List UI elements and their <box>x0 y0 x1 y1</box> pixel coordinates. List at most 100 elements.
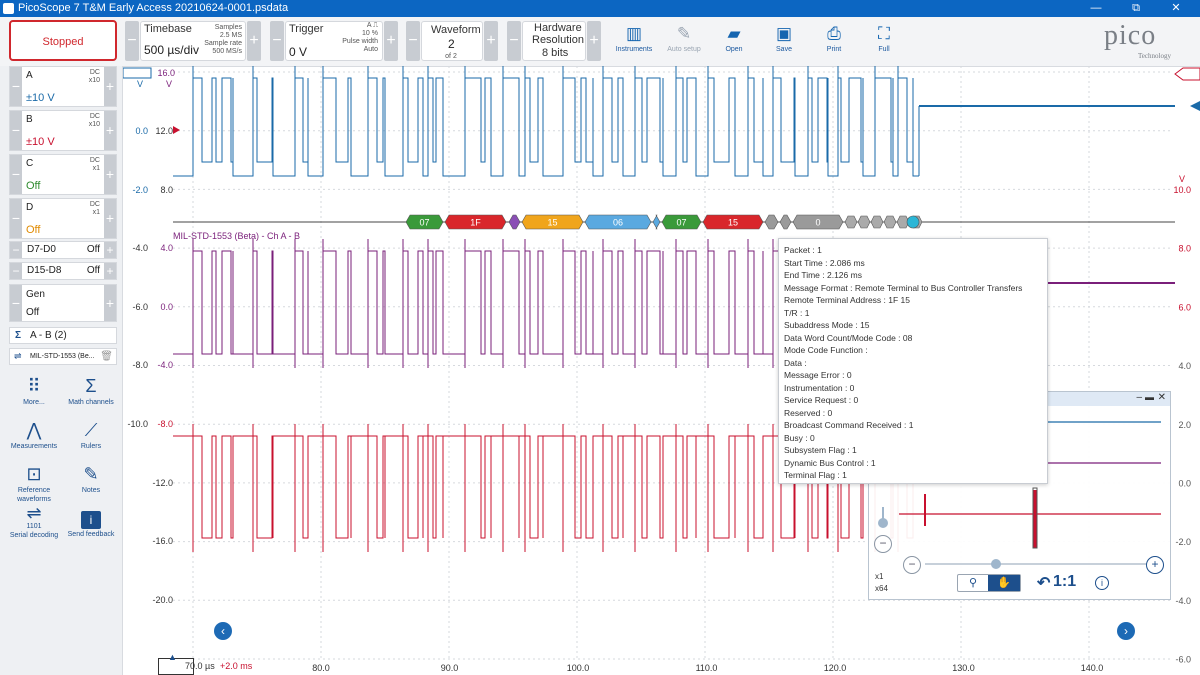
zoom-slider[interactable] <box>925 563 1147 565</box>
serial-decode-label: MIL-STD-1553 (Be... <box>30 353 95 360</box>
axis-b-tick-label: 12.0 <box>155 126 173 136</box>
resolution-control[interactable] <box>522 21 586 61</box>
notes-button[interactable]: ✎ Notes <box>63 462 119 495</box>
open-button[interactable]: ▰ Open <box>711 20 757 62</box>
zoom-panel-maximize-icon[interactable]: ▬ <box>1145 392 1154 402</box>
channel-c-increase-button[interactable]: + <box>104 155 116 194</box>
zoom-out-vertical-button[interactable]: − <box>874 535 892 553</box>
digital-d7-d0-value: Off <box>86 244 100 255</box>
zoom-tool-group: ⚲ ✋ <box>957 574 1021 592</box>
math-channel-item[interactable]: Σ A - B (2) <box>9 327 117 344</box>
auto-setup-button[interactable]: ✎ Auto setup <box>661 20 707 62</box>
send-feedback-button[interactable]: i Send feedback <box>63 506 119 539</box>
undo-zoom-icon[interactable]: ↶ <box>1037 575 1051 592</box>
resolution-decrease-button[interactable]: − <box>507 21 521 61</box>
trigger-increase-button[interactable]: + <box>384 21 398 61</box>
zoom-info-icon[interactable]: i <box>1095 576 1109 590</box>
serial-decode-item[interactable]: ⇌ MIL-STD-1553 (Be... 🗑 <box>9 348 117 365</box>
channel-d-name: D <box>26 202 34 213</box>
digital-d15-d8-value: Off <box>86 265 100 276</box>
pulse-width-value: 10 % <box>362 30 378 37</box>
zoom-ratio[interactable]: 1:1 <box>1053 573 1077 590</box>
x-axis-tick-label: 140.0 <box>1081 663 1104 673</box>
digital-d7-d0-decrease-button[interactable]: − <box>10 242 22 258</box>
digital-d15-d8-row[interactable]: − D15-D8 Off + <box>9 262 117 280</box>
trash-icon[interactable]: 🗑 <box>100 351 113 362</box>
zoom-slider-handle[interactable] <box>991 559 1001 569</box>
next-arrow-icon[interactable]: › <box>1117 622 1135 640</box>
digital-d7-d0-row[interactable]: − D7-D0 Off + <box>9 241 117 259</box>
trigger-control[interactable] <box>285 21 383 61</box>
timebase-decrease-button[interactable]: − <box>125 21 139 61</box>
hand-pan-icon[interactable]: ✋ <box>988 575 1020 591</box>
instruments-button[interactable]: ▥ Instruments <box>611 20 657 62</box>
generator-increase-button[interactable]: + <box>104 285 116 321</box>
run-stop-button[interactable]: Stopped <box>9 20 117 61</box>
channel-a-decrease-button[interactable]: − <box>10 67 22 106</box>
right-axis-tick-label: -6.0 <box>1175 655 1191 665</box>
channel-a-name: A <box>26 70 33 81</box>
channel-d-decrease-button[interactable]: − <box>10 199 22 238</box>
channel-c-probe: x1 <box>92 165 100 172</box>
popup-line: Busy : 0 <box>784 432 815 443</box>
rulers-button[interactable]: ⟋ Rulers <box>63 418 119 451</box>
timebase-increase-button[interactable]: + <box>247 21 261 61</box>
zoom-out-button[interactable]: − <box>903 556 921 574</box>
right-axis-tick-label: -2.0 <box>1175 537 1191 547</box>
axis-tick-label: -12.0 <box>152 478 173 488</box>
resolution-increase-button[interactable]: + <box>587 21 601 61</box>
math-channels-button[interactable]: Σ Math channels <box>63 374 119 407</box>
serial-decoding-bits: 1101 <box>26 523 42 530</box>
channel-a-probe: x10 <box>88 77 100 84</box>
previous-arrow-icon[interactable]: ‹ <box>214 622 232 640</box>
close-button[interactable]: ✕ <box>1171 2 1181 14</box>
zoom-in-button[interactable]: + <box>1146 556 1164 574</box>
save-button[interactable]: ▣ Save <box>761 20 807 62</box>
channel-c-decrease-button[interactable]: − <box>10 155 22 194</box>
serial-decoding-button[interactable]: ⇌ 1101 Serial decoding <box>6 504 62 540</box>
waveform-increase-button[interactable]: + <box>484 21 498 61</box>
waveform-control[interactable] <box>421 21 483 61</box>
trigger-decrease-button[interactable]: − <box>270 21 284 61</box>
full-screen-button[interactable]: ⛶ Full <box>861 20 907 62</box>
popup-line: Dynamic Bus Control : 1 <box>784 457 876 468</box>
print-button[interactable]: ⎙ Print <box>811 20 857 62</box>
timebase-control[interactable] <box>140 21 246 61</box>
digital-d7-d0-increase-button[interactable]: + <box>104 242 116 258</box>
x-axis-tick-label: 110.0 <box>696 663 718 673</box>
measurements-button[interactable]: ⋀ Measurements <box>6 418 62 451</box>
x-axis-first-label: 70.0 µs <box>185 661 215 671</box>
generator-decrease-button[interactable]: − <box>10 285 22 321</box>
decode-packet <box>405 214 444 230</box>
channel-b-range: ±10 V <box>26 136 55 148</box>
zoom-panel-minimize-icon[interactable]: – <box>1136 392 1142 403</box>
waveform-decrease-button[interactable]: − <box>406 21 420 61</box>
channel-b-decrease-button[interactable]: − <box>10 111 22 150</box>
channel-a-increase-button[interactable]: + <box>104 67 116 106</box>
magnifier-icon[interactable]: ⚲ <box>968 577 978 589</box>
channel-a-card[interactable]: − A DC x10 ±10 V + <box>9 66 117 107</box>
channel-d-increase-button[interactable]: + <box>104 199 116 238</box>
digital-d15-d8-increase-button[interactable]: + <box>104 263 116 279</box>
zoom-panel-close-icon[interactable]: ✕ <box>1157 392 1166 403</box>
channel-b-increase-button[interactable]: + <box>104 111 116 150</box>
trigger-mode: Auto <box>363 46 378 53</box>
minimize-button[interactable]: — <box>1090 2 1102 14</box>
channel-b-probe: x10 <box>88 121 100 128</box>
restore-button[interactable]: ⧉ <box>1132 2 1140 14</box>
channel-a-trace <box>173 66 1175 177</box>
reference-waveforms-button[interactable]: ⊡ Reference waveforms <box>6 462 62 504</box>
popup-line: Terminal Flag : 1 <box>784 470 847 480</box>
channel-c-card[interactable]: − C DC x1 Off + <box>9 154 117 195</box>
popup-line: Packet : 1 <box>784 245 822 255</box>
right-axis-tick-label: 2.0 <box>1178 420 1191 430</box>
axis-b-tick-label: 16.0 <box>157 68 175 78</box>
more-button[interactable]: ⠿ More... <box>6 374 62 407</box>
generator-card[interactable]: − Gen Off + <box>9 284 117 322</box>
decode-packet <box>779 214 792 230</box>
axis-tick-label: -16.0 <box>152 536 173 546</box>
axis-tick-label: -8.0 <box>157 419 173 429</box>
channel-d-card[interactable]: − D DC x1 Off + <box>9 198 117 239</box>
digital-d15-d8-decrease-button[interactable]: − <box>10 263 22 279</box>
channel-b-card[interactable]: − B DC x10 ±10 V + <box>9 110 117 151</box>
